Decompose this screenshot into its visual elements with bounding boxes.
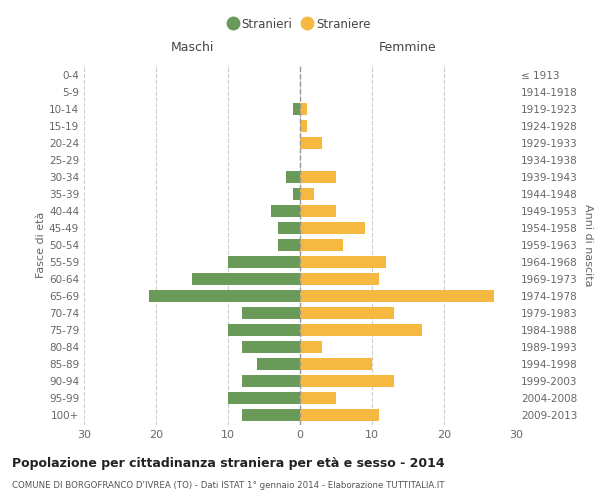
Bar [300, 222, 365, 234]
Bar [242, 374, 300, 387]
Bar [300, 256, 386, 268]
Bar [293, 103, 300, 116]
Bar [278, 222, 300, 234]
Bar [228, 324, 300, 336]
Bar [286, 171, 300, 183]
Bar [192, 273, 300, 285]
Bar [300, 120, 307, 132]
Bar [300, 188, 314, 200]
Text: Popolazione per cittadinanza straniera per età e sesso - 2014: Popolazione per cittadinanza straniera p… [12, 458, 445, 470]
Bar [242, 307, 300, 319]
Bar [300, 290, 494, 302]
Bar [242, 408, 300, 421]
Bar [300, 358, 372, 370]
Bar [300, 171, 336, 183]
Bar [300, 137, 322, 149]
Bar [300, 324, 422, 336]
Bar [300, 307, 394, 319]
Bar [257, 358, 300, 370]
Bar [300, 392, 336, 404]
Text: Maschi: Maschi [170, 41, 214, 54]
Text: Femmine: Femmine [379, 41, 437, 54]
Bar [271, 205, 300, 217]
Bar [300, 341, 322, 353]
Bar [300, 273, 379, 285]
Text: COMUNE DI BORGOFRANCO D'IVREA (TO) - Dati ISTAT 1° gennaio 2014 - Elaborazione T: COMUNE DI BORGOFRANCO D'IVREA (TO) - Dat… [12, 481, 445, 490]
Y-axis label: Anni di nascita: Anni di nascita [583, 204, 593, 286]
Bar [300, 374, 394, 387]
Bar [149, 290, 300, 302]
Legend: Stranieri, Straniere: Stranieri, Straniere [225, 14, 375, 36]
Bar [228, 256, 300, 268]
Y-axis label: Fasce di età: Fasce di età [36, 212, 46, 278]
Bar [242, 341, 300, 353]
Bar [300, 239, 343, 251]
Bar [278, 239, 300, 251]
Bar [293, 188, 300, 200]
Bar [228, 392, 300, 404]
Bar [300, 103, 307, 116]
Bar [300, 205, 336, 217]
Bar [300, 408, 379, 421]
